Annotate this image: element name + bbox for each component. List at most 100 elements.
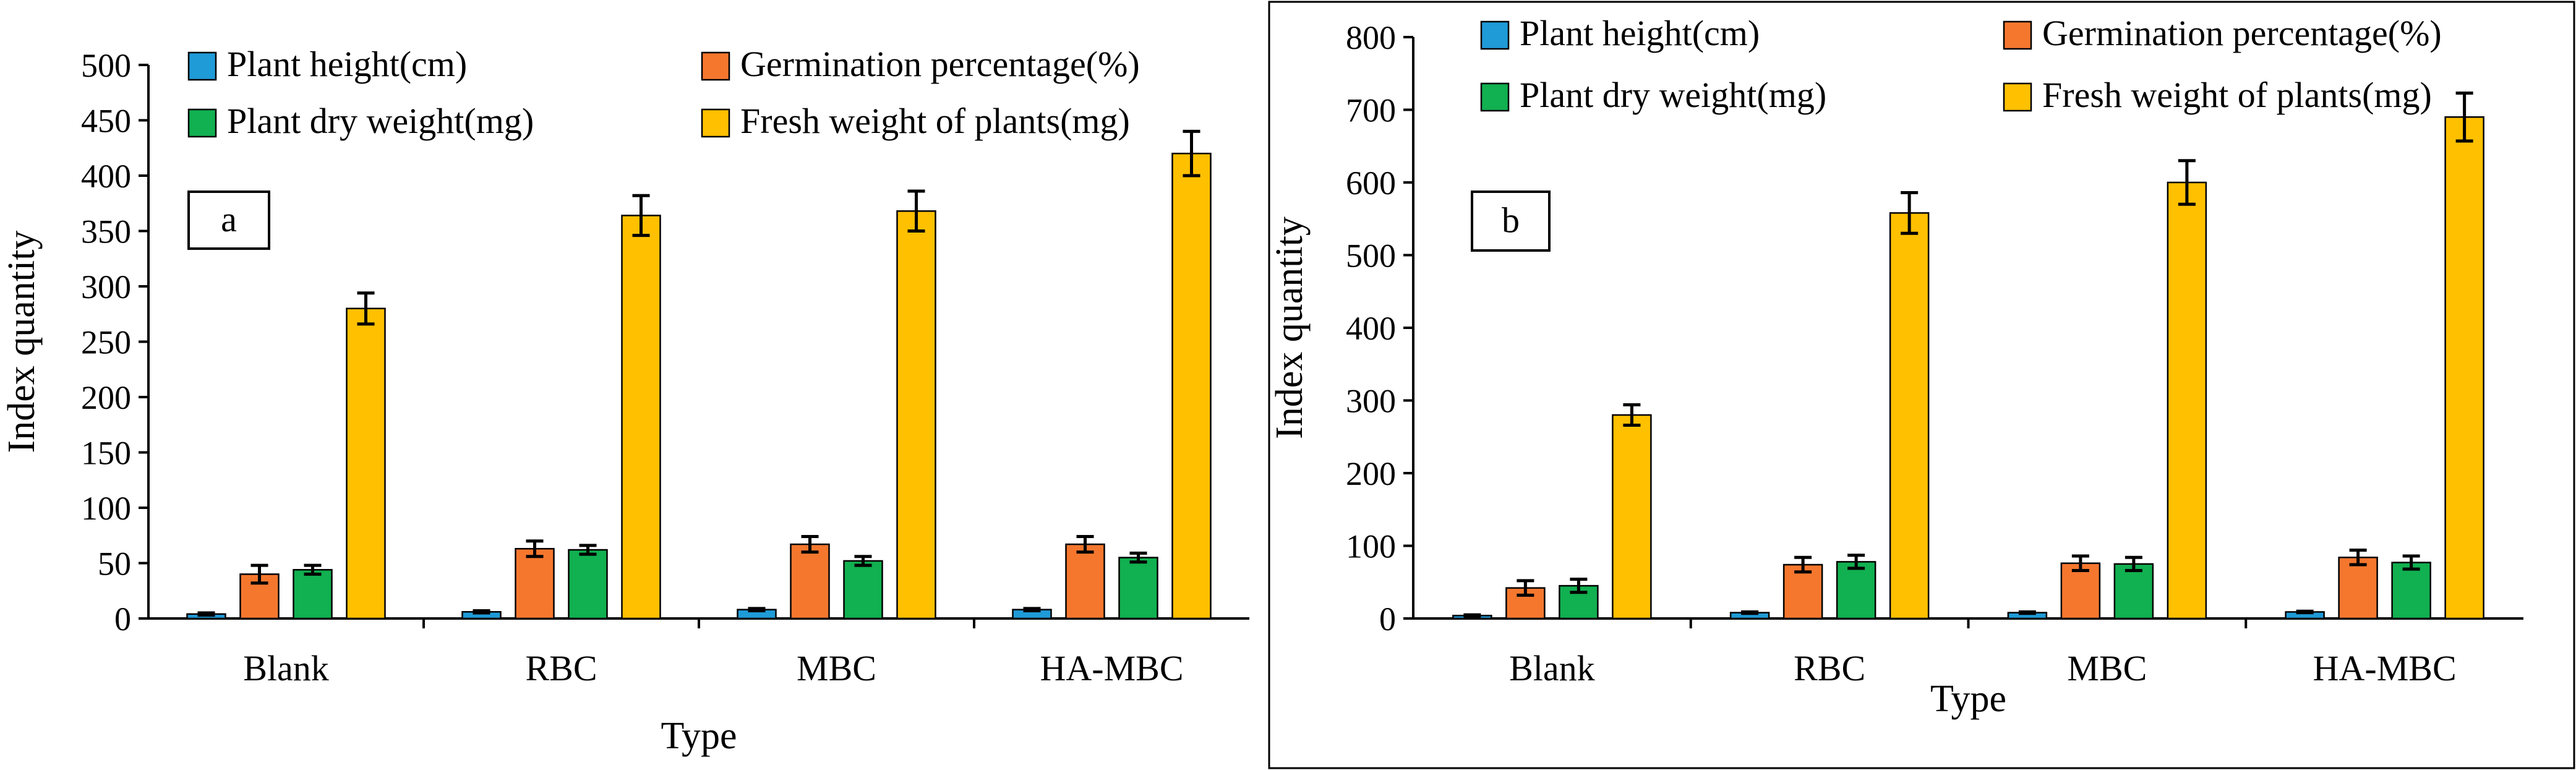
panel-border bbox=[1268, 1, 2575, 769]
y-tick-label-0: 0 bbox=[1379, 601, 1396, 638]
panel-label: a bbox=[221, 199, 237, 239]
bar-blank-fresh-weight-of-plants-mg bbox=[1612, 414, 1652, 620]
bar-ha-mbc-germination-percentage bbox=[2338, 557, 2378, 620]
error-bar-ha-mbc-germination-percentage bbox=[2349, 549, 2367, 567]
legend-label-plant-dry-weight-mg: Plant dry weight(mg) bbox=[227, 101, 534, 141]
x-category-label-ha-mbc: HA-MBC bbox=[1040, 648, 1183, 688]
legend-item-plant-dry-weight-mg: Plant dry weight(mg) bbox=[1480, 75, 1826, 115]
bar-mbc-germination-percentage bbox=[2060, 562, 2101, 620]
x-axis-title: Type bbox=[1930, 678, 2006, 720]
x-category-label-mbc: MBC bbox=[797, 648, 876, 688]
error-bar-blank-fresh-weight-of-plants-mg bbox=[357, 291, 375, 326]
bar-ha-mbc-fresh-weight-of-plants-mg bbox=[1171, 152, 1212, 620]
legend-swatch-fresh-weight-of-plants-mg bbox=[2003, 82, 2032, 112]
bar-ha-mbc-germination-percentage bbox=[1065, 543, 1105, 620]
legend-item-germination-percentage: Germination percentage(%) bbox=[2003, 13, 2442, 53]
panel-label: b bbox=[1502, 200, 1520, 241]
legend-item-plant-height-cm: Plant height(cm) bbox=[187, 44, 467, 84]
error-bar-rbc-germination-percentage bbox=[526, 539, 544, 558]
x-category-label-ha-mbc: HA-MBC bbox=[2313, 648, 2457, 688]
y-axis-title: Index quantity bbox=[1, 231, 43, 453]
bar-mbc-fresh-weight-of-plants-mg bbox=[896, 210, 936, 620]
error-bar-blank-plant-dry-weight-mg bbox=[304, 563, 322, 576]
bar-blank-plant-dry-weight-mg bbox=[1559, 584, 1599, 620]
error-bar-rbc-fresh-weight-of-plants-mg bbox=[1901, 190, 1919, 235]
error-bar-rbc-fresh-weight-of-plants-mg bbox=[632, 194, 650, 237]
y-tick-label-150: 150 bbox=[81, 435, 131, 472]
legend-label-fresh-weight-of-plants-mg: Fresh weight of plants(mg) bbox=[740, 101, 1130, 141]
error-bar-mbc-fresh-weight-of-plants-mg bbox=[2178, 159, 2196, 206]
error-bar-mbc-germination-percentage bbox=[801, 535, 819, 554]
y-tick-label-200: 200 bbox=[1346, 455, 1396, 492]
bar-blank-fresh-weight-of-plants-mg bbox=[346, 307, 386, 620]
legend-label-germination-percentage: Germination percentage(%) bbox=[740, 44, 1140, 84]
chart-panel-a: 0 50 100 150 200 250 300 350 400 450 500 Blank RBC MB… bbox=[1, 44, 1249, 757]
legend-item-fresh-weight-of-plants-mg: Fresh weight of plants(mg) bbox=[701, 101, 1130, 141]
bar-ha-mbc-plant-dry-weight-mg bbox=[1118, 557, 1158, 620]
bar-blank-germination-percentage bbox=[1505, 587, 1546, 620]
bar-rbc-plant-dry-weight-mg bbox=[568, 549, 608, 620]
bar-mbc-fresh-weight-of-plants-mg bbox=[2167, 181, 2207, 620]
legend-swatch-plant-height-cm bbox=[1480, 20, 1510, 50]
error-bar-rbc-germination-percentage bbox=[1794, 555, 1812, 574]
legend-swatch-plant-height-cm bbox=[187, 51, 217, 81]
y-tick-label-200: 200 bbox=[81, 379, 131, 416]
error-bar-ha-mbc-plant-height-cm bbox=[1023, 607, 1041, 612]
bar-mbc-plant-dry-weight-mg bbox=[843, 560, 883, 620]
x-category-label-rbc: RBC bbox=[1794, 648, 1865, 688]
y-tick-label-300: 300 bbox=[1346, 383, 1396, 420]
error-bar-ha-mbc-germination-percentage bbox=[1076, 535, 1094, 554]
y-tick-label-350: 350 bbox=[81, 213, 131, 250]
x-axis-title: Type bbox=[661, 715, 737, 757]
error-bar-mbc-germination-percentage bbox=[2071, 554, 2089, 572]
error-bar-blank-plant-height-cm bbox=[197, 611, 215, 617]
error-bar-mbc-plant-dry-weight-mg bbox=[854, 555, 872, 567]
y-tick-label-450: 450 bbox=[81, 103, 131, 140]
bar-rbc-fresh-weight-of-plants-mg bbox=[1889, 212, 1930, 620]
legend-swatch-fresh-weight-of-plants-mg bbox=[701, 108, 730, 138]
error-bar-ha-mbc-plant-dry-weight-mg bbox=[1129, 551, 1147, 564]
legend-swatch-plant-dry-weight-mg bbox=[187, 108, 217, 138]
error-bar-ha-mbc-plant-dry-weight-mg bbox=[2402, 554, 2420, 571]
error-bar-mbc-plant-dry-weight-mg bbox=[2125, 555, 2142, 572]
legend-swatch-germination-percentage bbox=[701, 51, 730, 81]
error-bar-rbc-plant-height-cm bbox=[1741, 610, 1759, 615]
y-tick-label-400: 400 bbox=[1346, 310, 1396, 347]
legend-item-fresh-weight-of-plants-mg: Fresh weight of plants(mg) bbox=[2003, 75, 2432, 115]
legend-swatch-plant-dry-weight-mg bbox=[1480, 82, 1510, 112]
y-axis-title: Index quantity bbox=[1269, 216, 1311, 439]
y-tick-label-800: 800 bbox=[1346, 19, 1396, 56]
error-bar-mbc-plant-height-cm bbox=[2018, 610, 2036, 615]
error-bar-blank-plant-height-cm bbox=[1463, 613, 1481, 618]
y-tick-label-100: 100 bbox=[81, 490, 131, 527]
error-bar-blank-plant-dry-weight-mg bbox=[1570, 578, 1588, 594]
y-tick-label-50: 50 bbox=[98, 545, 131, 583]
y-tick-label-250: 250 bbox=[81, 324, 131, 361]
legend-label-plant-height-cm: Plant height(cm) bbox=[1520, 13, 1760, 53]
error-bar-rbc-plant-dry-weight-mg bbox=[579, 544, 597, 556]
x-category-label-mbc: MBC bbox=[2067, 648, 2147, 688]
panel-label-box bbox=[187, 190, 270, 250]
error-bar-blank-germination-percentage bbox=[1517, 579, 1534, 597]
y-tick-label-600: 600 bbox=[1346, 165, 1396, 202]
error-bar-ha-mbc-plant-height-cm bbox=[2296, 609, 2314, 615]
legend-item-germination-percentage: Germination percentage(%) bbox=[701, 44, 1140, 84]
error-bar-blank-germination-percentage bbox=[250, 563, 268, 585]
legend-item-plant-dry-weight-mg: Plant dry weight(mg) bbox=[187, 101, 534, 141]
error-bar-ha-mbc-fresh-weight-of-plants-mg bbox=[1183, 129, 1200, 178]
bar-blank-plant-dry-weight-mg bbox=[293, 568, 333, 620]
y-tick-label-700: 700 bbox=[1346, 92, 1396, 129]
bar-rbc-plant-dry-weight-mg bbox=[1836, 561, 1876, 620]
bar-mbc-germination-percentage bbox=[790, 543, 830, 620]
legend-item-plant-height-cm: Plant height(cm) bbox=[1480, 13, 1760, 53]
error-bar-ha-mbc-fresh-weight-of-plants-mg bbox=[2455, 91, 2473, 143]
bar-rbc-fresh-weight-of-plants-mg bbox=[621, 215, 661, 620]
legend-label-plant-dry-weight-mg: Plant dry weight(mg) bbox=[1520, 75, 1826, 115]
x-category-label-blank: Blank bbox=[1509, 648, 1595, 688]
bar-mbc-plant-dry-weight-mg bbox=[2113, 563, 2154, 620]
y-tick-label-0: 0 bbox=[114, 601, 131, 638]
error-bar-rbc-plant-dry-weight-mg bbox=[1847, 554, 1865, 570]
y-tick-label-500: 500 bbox=[1346, 237, 1396, 275]
legend-swatch-germination-percentage bbox=[2003, 20, 2032, 50]
